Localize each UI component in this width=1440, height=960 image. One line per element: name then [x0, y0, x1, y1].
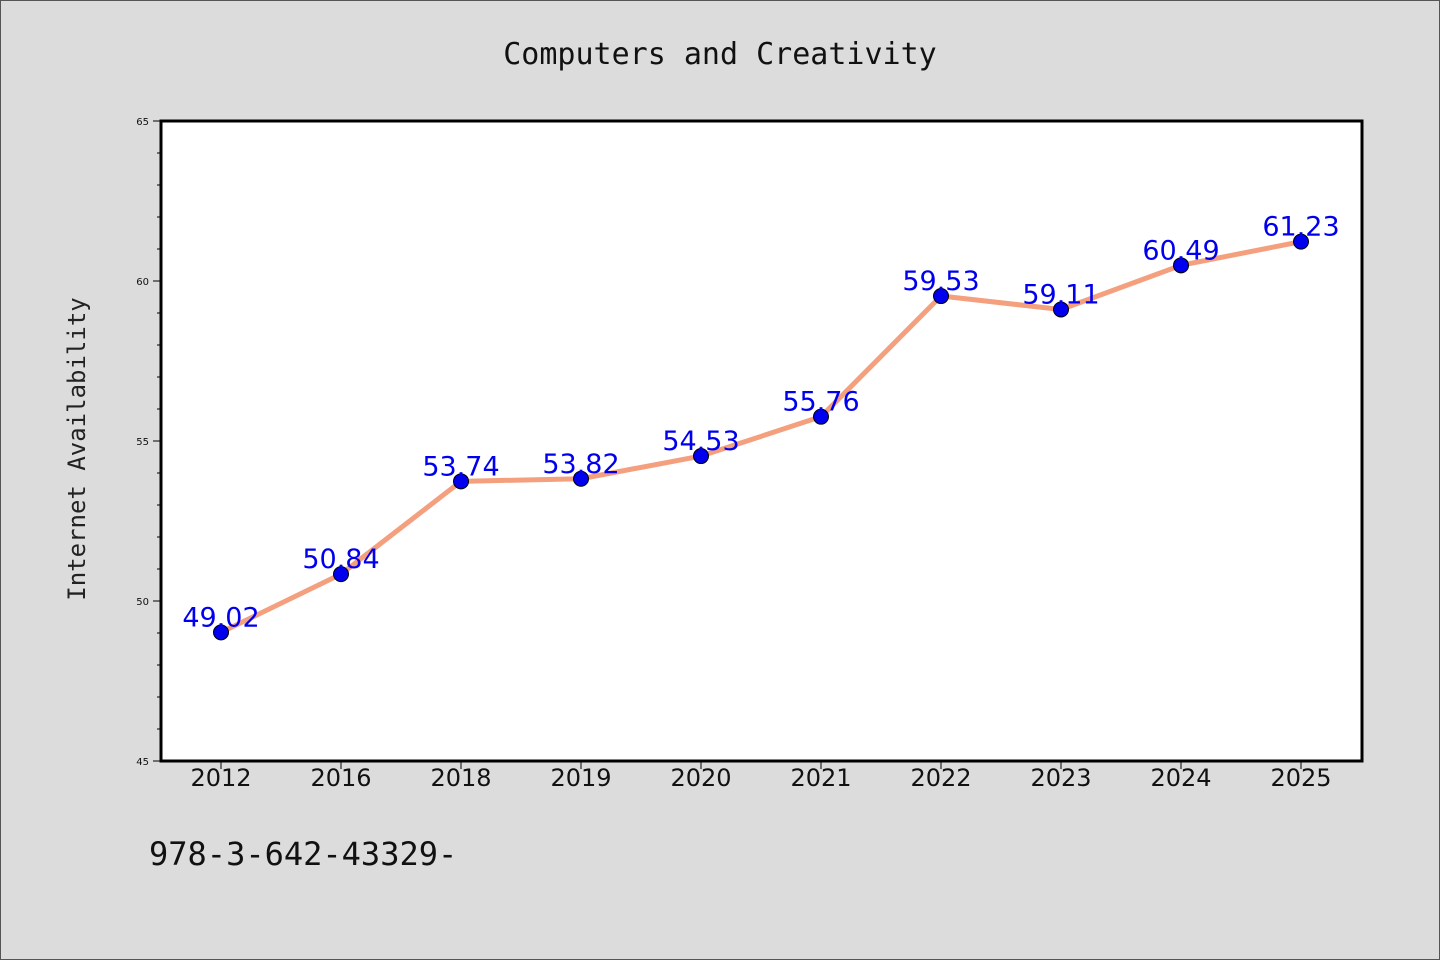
x-axis: 2012 2016 2018 2019 2020 2021 2022 2023 2024 2025: [190, 761, 1332, 792]
y-tick-label: 65: [136, 117, 149, 128]
y-axis-label: Internet Availability: [63, 297, 91, 600]
x-tick-label: 2023: [1030, 764, 1091, 792]
x-tick-label: 2025: [1270, 764, 1331, 792]
data-label: 59.53: [902, 266, 979, 297]
x-tick-label: 2024: [1150, 764, 1211, 792]
data-point: [1053, 301, 1069, 318]
data-label: 55.76: [782, 387, 859, 418]
data-label: 59.11: [1022, 279, 1099, 310]
data-point: [933, 288, 949, 305]
data-point: [1173, 257, 1189, 274]
chart-title: Computers and Creativity: [503, 37, 936, 72]
y-tick-label: 60: [136, 277, 149, 288]
data-label: 53.82: [542, 449, 619, 480]
data-label: 54.53: [662, 426, 739, 457]
data-point: [333, 566, 349, 583]
x-tick-label: 2016: [310, 764, 371, 792]
data-point: [693, 448, 709, 465]
x-tick-label: 2021: [790, 764, 851, 792]
data-label: 49.02: [182, 602, 259, 633]
series-line-group: [218, 239, 1304, 635]
data-label: 61.23: [1262, 212, 1339, 243]
x-tick-label: 2018: [430, 764, 491, 792]
x-tick-label: 2020: [670, 764, 731, 792]
data-points: [213, 233, 1309, 641]
y-tick-label: 50: [136, 597, 149, 608]
y-tick-label: 45: [136, 757, 149, 768]
data-point: [1293, 233, 1309, 250]
data-label: 50.84: [302, 544, 379, 575]
y-axis: 45 50 55 60 65: [136, 117, 161, 768]
data-point: [453, 473, 469, 490]
series-line: [218, 239, 1304, 635]
data-point: [573, 470, 589, 487]
x-tick-label: 2022: [910, 764, 971, 792]
data-labels: 49.02 50.84 53.74 53.82 54.53 55.76 59.53 59.11…: [182, 212, 1339, 634]
data-point: [813, 408, 829, 425]
x-tick-label: 2019: [550, 764, 611, 792]
data-point: [213, 624, 229, 641]
data-label: 60.49: [1142, 235, 1219, 266]
plot-area: [159, 119, 1364, 763]
y-tick-label: 55: [136, 437, 149, 448]
data-label: 53.74: [422, 451, 499, 482]
x-tick-label: 2012: [190, 764, 251, 792]
footer-code: 978-3-642-43329-: [149, 835, 457, 873]
